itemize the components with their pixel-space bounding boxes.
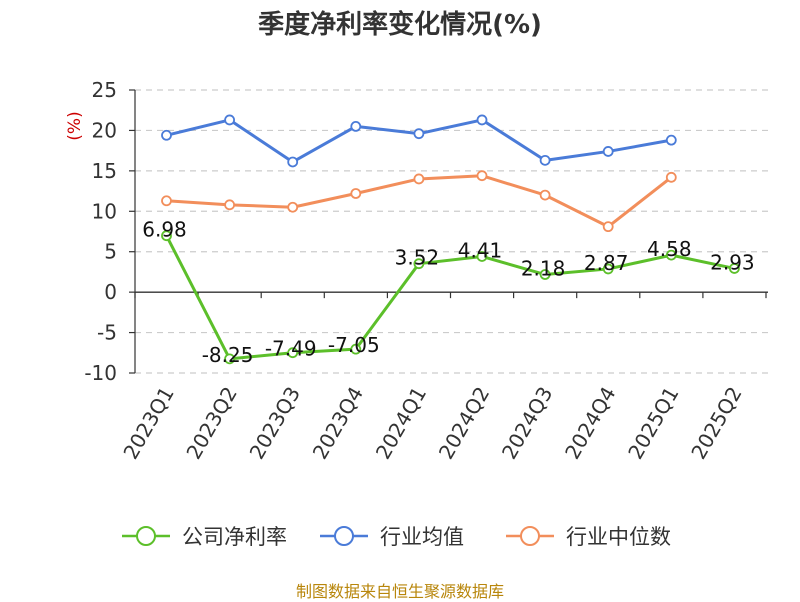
data-point bbox=[476, 251, 488, 262]
y-axis-label: (%) bbox=[65, 111, 85, 140]
series-2 bbox=[161, 170, 677, 233]
data-point bbox=[287, 156, 299, 168]
data-point bbox=[224, 199, 236, 211]
data-label: 2.18 bbox=[521, 257, 566, 281]
data-point bbox=[476, 114, 488, 126]
series-line bbox=[166, 118, 672, 164]
y-tick-label: 25 bbox=[92, 78, 117, 102]
data-point bbox=[729, 263, 740, 274]
data-point bbox=[350, 343, 362, 355]
data-point bbox=[413, 258, 425, 270]
data-labels: 6.98 -8.25 -7.49 -7.05 3.52 4.41 2.18 2.87 4.58 2… bbox=[142, 218, 754, 367]
data-label: 2.87 bbox=[584, 251, 629, 275]
data-point bbox=[161, 129, 172, 141]
legend-marker bbox=[136, 526, 156, 546]
x-tick-label: 2025Q2 bbox=[686, 383, 746, 464]
legend-label: 公司净利率 bbox=[182, 525, 287, 549]
legend-item[interactable]: 公司净利率 bbox=[122, 525, 287, 549]
legend-item[interactable]: 行业均值 bbox=[320, 525, 464, 549]
series-1 bbox=[161, 114, 677, 168]
y-tick-label: 15 bbox=[92, 159, 117, 183]
data-point bbox=[665, 171, 677, 183]
data-point bbox=[602, 263, 614, 275]
x-tick-label: 2023Q2 bbox=[181, 383, 241, 464]
x-tick-label: 2023Q1 bbox=[118, 383, 178, 464]
data-label: -7.49 bbox=[265, 337, 317, 361]
data-label: 4.41 bbox=[458, 238, 503, 262]
x-tick-label: 2024Q4 bbox=[560, 383, 620, 464]
data-label: 2.93 bbox=[710, 250, 755, 274]
x-tick-label: 2024Q1 bbox=[371, 383, 431, 464]
data-point bbox=[539, 269, 551, 280]
legend-marker bbox=[334, 526, 354, 546]
data-point bbox=[287, 201, 299, 213]
legend-marker bbox=[520, 526, 540, 546]
data-point bbox=[665, 134, 677, 146]
y-tick-label: 10 bbox=[92, 199, 117, 223]
y-tick-label: 5 bbox=[104, 240, 117, 264]
data-point bbox=[665, 249, 677, 261]
legend-label: 行业中位数 bbox=[566, 525, 671, 549]
data-point bbox=[413, 128, 425, 140]
source-note: 制图数据来自恒生聚源数据库 bbox=[295, 582, 504, 601]
chart-title: 季度净利率变化情况(%) bbox=[258, 10, 542, 40]
x-tick-label: 2025Q1 bbox=[623, 383, 683, 464]
legend-label: 行业均值 bbox=[380, 525, 464, 549]
data-point bbox=[539, 189, 551, 201]
data-point bbox=[224, 353, 236, 365]
data-label: -7.05 bbox=[328, 333, 380, 357]
y-tick-label: 20 bbox=[92, 118, 117, 142]
data-label: 3.52 bbox=[395, 246, 440, 270]
grid bbox=[135, 89, 768, 374]
series bbox=[161, 114, 740, 365]
x-tick-label: 2023Q4 bbox=[308, 383, 368, 464]
y-tick-label: -10 bbox=[84, 361, 117, 385]
data-point bbox=[413, 173, 425, 185]
x-tick-label: 2024Q2 bbox=[434, 383, 494, 464]
legend-item[interactable]: 行业中位数 bbox=[506, 525, 671, 549]
data-label: 4.58 bbox=[647, 237, 692, 261]
data-point bbox=[161, 230, 172, 242]
y-tick-label: 0 bbox=[104, 280, 117, 304]
legend[interactable]: 公司净利率 行业均值 行业中位数 bbox=[122, 525, 671, 549]
data-point bbox=[161, 195, 172, 207]
data-point bbox=[287, 347, 299, 359]
data-point bbox=[224, 114, 236, 126]
series-line bbox=[165, 235, 735, 361]
data-point bbox=[476, 170, 488, 182]
data-point bbox=[602, 146, 614, 157]
data-point bbox=[350, 120, 362, 132]
data-label: -8.25 bbox=[202, 343, 254, 367]
series-0 bbox=[161, 230, 740, 365]
data-label: 6.98 bbox=[142, 218, 187, 242]
x-tick-label: 2024Q3 bbox=[497, 383, 557, 464]
data-point bbox=[539, 154, 551, 166]
x-tick-label: 2023Q3 bbox=[245, 383, 305, 464]
data-point bbox=[350, 188, 362, 199]
y-tick-label: -5 bbox=[97, 321, 117, 345]
data-point bbox=[602, 221, 614, 233]
